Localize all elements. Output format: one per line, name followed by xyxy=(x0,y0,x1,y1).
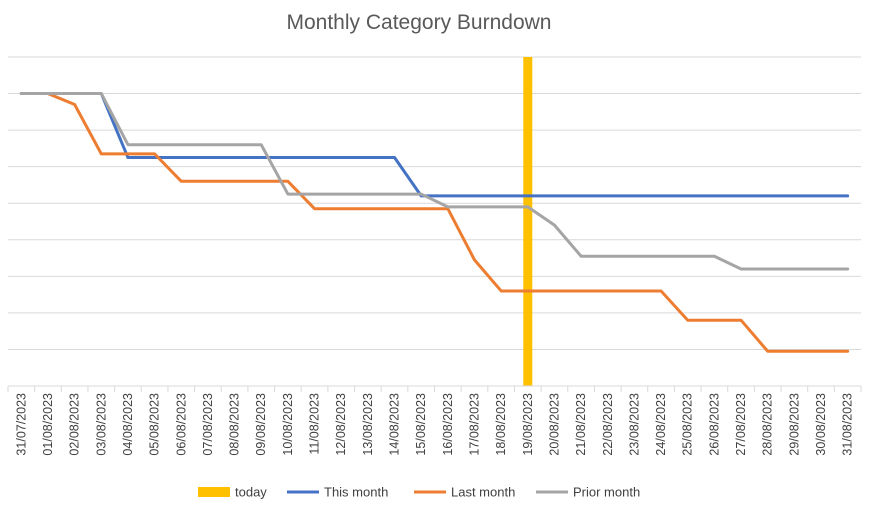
x-tick-label: 14/08/2023 xyxy=(388,393,402,456)
legend-label-today: today xyxy=(235,485,267,500)
legend-label-this-month: This month xyxy=(324,485,388,500)
x-tick-label: 23/08/2023 xyxy=(627,393,641,456)
x-tick-labels: 31/07/2023 01/08/2023 02/08/2023 03/08/2023… xyxy=(14,393,854,456)
x-tick-label: 15/08/2023 xyxy=(414,393,428,456)
x-tick-label: 28/08/2023 xyxy=(761,393,775,456)
x-tick-label: 05/08/2023 xyxy=(148,393,162,456)
x-tick-label: 03/08/2023 xyxy=(94,393,108,456)
x-tick-label: 30/08/2023 xyxy=(814,393,828,456)
x-tick-label: 18/08/2023 xyxy=(494,393,508,456)
x-tick-label: 10/08/2023 xyxy=(281,393,295,456)
x-tick-label: 25/08/2023 xyxy=(681,393,695,456)
chart-title: Monthly Category Burndown xyxy=(287,11,552,34)
x-tick-label: 22/08/2023 xyxy=(601,393,615,456)
legend: today This month Last month Prior month xyxy=(198,485,640,500)
x-tick-label: 02/08/2023 xyxy=(68,393,82,456)
today-bar xyxy=(523,57,533,386)
x-axis xyxy=(7,385,862,392)
legend-swatch-today xyxy=(198,487,230,497)
x-tick-label: 26/08/2023 xyxy=(707,393,721,456)
x-tick-label: 20/08/2023 xyxy=(547,393,561,456)
x-tick-label: 09/08/2023 xyxy=(254,393,268,456)
x-tick-label: 01/08/2023 xyxy=(41,393,55,456)
x-tick-label: 24/08/2023 xyxy=(654,393,668,456)
x-tick-label: 08/08/2023 xyxy=(228,393,242,456)
x-tick-label: 04/08/2023 xyxy=(121,393,135,456)
x-tick-label: 11/08/2023 xyxy=(308,393,322,455)
series-line-last-month xyxy=(19,92,850,353)
x-tick-label: 27/08/2023 xyxy=(734,393,748,456)
today-marker xyxy=(523,57,533,386)
x-tick-label: 13/08/2023 xyxy=(361,393,375,456)
x-tick-label: 12/08/2023 xyxy=(334,393,348,456)
legend-label-last-month: Last month xyxy=(451,485,515,500)
x-tick-label: 19/08/2023 xyxy=(521,393,535,456)
series-line-prior-month xyxy=(19,92,850,271)
x-tick-label: 29/08/2023 xyxy=(787,393,801,456)
x-tick-label: 31/07/2023 xyxy=(14,393,28,456)
gridlines xyxy=(8,56,861,350)
x-tick-label: 21/08/2023 xyxy=(574,393,588,456)
x-tick-label: 31/08/2023 xyxy=(841,393,855,456)
x-tick-label: 17/08/2023 xyxy=(467,393,481,456)
legend-label-prior-month: Prior month xyxy=(573,485,640,500)
series-lines xyxy=(19,92,850,353)
x-tick-label: 07/08/2023 xyxy=(201,393,215,456)
x-tick-label: 16/08/2023 xyxy=(441,393,455,456)
x-tick-label: 06/08/2023 xyxy=(174,393,188,456)
